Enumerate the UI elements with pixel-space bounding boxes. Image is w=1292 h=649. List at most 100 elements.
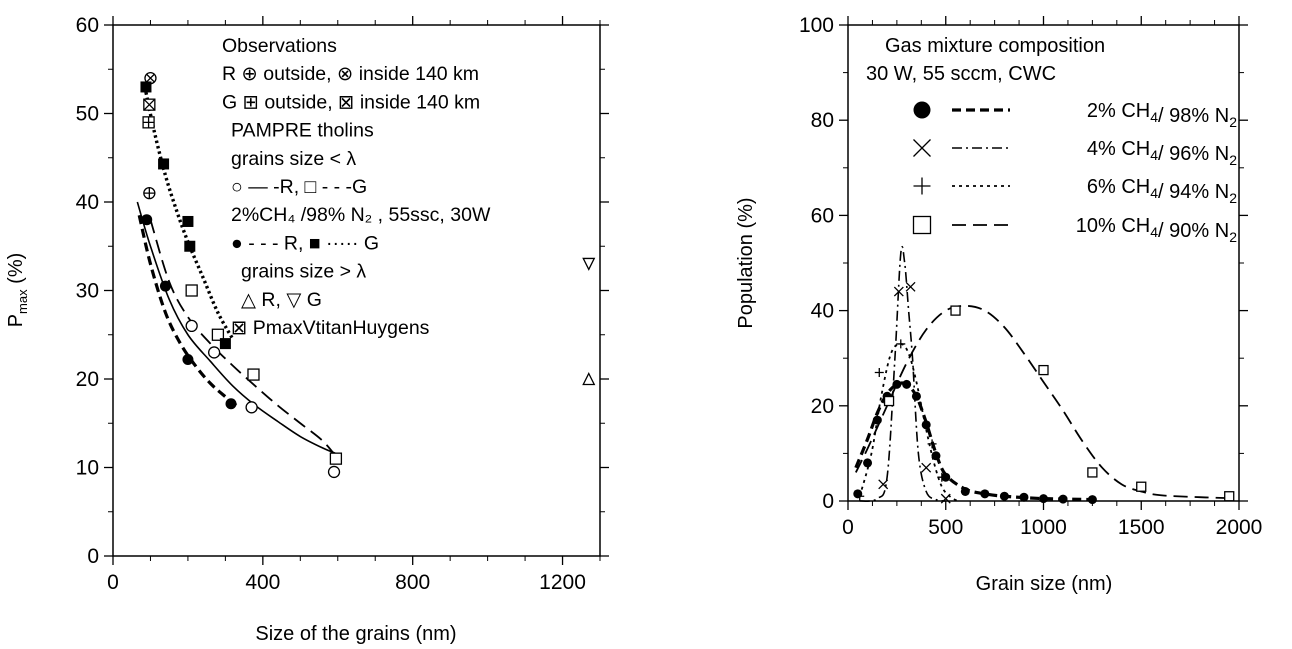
right-legend: Gas mixture composition 30 W, 55 sccm, CW… <box>866 35 1237 245</box>
legend-subscript: 2 <box>1229 229 1237 245</box>
right-data-point <box>940 493 951 504</box>
legend-subscript: 2 <box>1229 114 1237 130</box>
right-data-point <box>896 339 906 349</box>
left-y-axis-label-sub: max <box>15 289 30 314</box>
legend-formula: N <box>1215 105 1229 127</box>
legend-formula: CH <box>1121 176 1150 198</box>
right-data-point <box>1039 494 1048 504</box>
right-data-point <box>960 486 970 496</box>
right-legend-label: 10% CH4/ 90% N2 <box>1076 215 1237 245</box>
right-data-point <box>1136 481 1147 492</box>
right-y-tick-label: 40 <box>811 300 834 323</box>
legend-subscript: 4 <box>1150 185 1158 201</box>
left-data-point <box>182 354 194 366</box>
left-data-point <box>327 465 341 479</box>
right-legend-label: 4% CH4/ 96% N2 <box>1087 138 1237 168</box>
left-data-point <box>140 81 152 93</box>
right-x-tick-label: 1500 <box>1118 516 1165 539</box>
right-chart: 0 500 1000 1500 2000 0 20 40 60 80 100 Grain size … <box>735 14 1262 595</box>
right-curve <box>859 246 946 502</box>
right-curve <box>855 304 1230 500</box>
left-y-tick-label: 0 <box>87 545 99 568</box>
legend-formula: N <box>1215 181 1229 203</box>
legend-text: / 98% <box>1158 105 1215 127</box>
marker-cross <box>143 187 155 199</box>
left-data-point <box>184 240 196 252</box>
right-y-tick-label: 80 <box>811 109 834 132</box>
legend-formula: CH <box>1121 100 1150 122</box>
right-legend-label: 2% CH4/ 98% N2 <box>1087 100 1237 130</box>
left-x-axis-label: Size of the grains (nm) <box>255 623 456 645</box>
right-data-point <box>872 415 882 425</box>
right-y-tick-label: 60 <box>811 204 834 227</box>
legend-text: 4% <box>1087 138 1121 160</box>
legend-subscript: 4 <box>1150 224 1158 240</box>
right-legend-title: Gas mixture composition <box>885 35 1105 57</box>
left-y-axis-label: Pmax (%) <box>5 253 30 328</box>
left-chart: 0 400 800 1200 0 10 20 30 40 50 60 Size of the gra… <box>5 14 609 645</box>
left-legend-entry: PAMPRE tholins <box>231 120 374 142</box>
left-legend: Observations R ⊕ outside, ⊗ inside 140 km… <box>222 35 491 339</box>
left-legend-entry: ○ — -R, □ - - -G <box>231 176 367 198</box>
right-data-point <box>902 379 912 389</box>
right-data-point <box>950 305 961 316</box>
right-plot-frame <box>847 24 1240 502</box>
legend-text: 6% <box>1087 176 1121 198</box>
right-axis-ticks: 0 500 1000 1500 2000 0 20 40 60 80 100 <box>799 14 1262 539</box>
right-legend-label: 6% CH4/ 94% N2 <box>1087 176 1237 206</box>
right-x-tick-label: 1000 <box>1020 516 1067 539</box>
legend-subscript: 4 <box>1150 109 1158 125</box>
right-data-point <box>1087 467 1098 478</box>
left-y-axis-label-unit: (%) <box>5 253 27 290</box>
legend-formula: N <box>1215 220 1229 242</box>
marker-cross <box>143 116 155 128</box>
left-y-axis-label-main: P <box>5 314 27 327</box>
marker-cross <box>143 98 156 111</box>
legend-formula: N <box>1215 143 1229 165</box>
legend-subscript: 2 <box>1229 152 1237 168</box>
right-y-axis-label: Population (%) <box>735 197 757 328</box>
right-legend-marker <box>912 215 932 235</box>
left-x-tick-label: 400 <box>245 571 280 594</box>
legend-text: / 94% <box>1158 181 1215 203</box>
left-y-tick-label: 60 <box>76 14 99 37</box>
left-legend-entry: △ R, ▽ G <box>241 289 322 311</box>
right-data-point <box>921 420 931 430</box>
right-data-point <box>1019 492 1029 502</box>
left-data-point <box>143 98 156 111</box>
right-data-point <box>1058 494 1068 504</box>
marker-cross <box>146 73 155 83</box>
right-data-point <box>1038 364 1049 376</box>
right-data-point <box>927 439 937 449</box>
left-y-tick-label: 30 <box>76 280 99 303</box>
legend-text: / 96% <box>1158 143 1215 165</box>
right-y-tick-label: 0 <box>822 490 834 513</box>
right-data-point <box>980 489 990 499</box>
left-data-point <box>207 346 221 359</box>
left-y-tick-label: 20 <box>76 368 99 391</box>
left-data-point <box>143 186 156 200</box>
left-data-point <box>329 452 343 465</box>
left-data-point <box>185 319 198 333</box>
left-data-point <box>142 116 155 129</box>
left-data-point <box>182 215 194 227</box>
left-data-point <box>159 280 171 292</box>
left-legend-entry: 2%CH₄ /98% N₂ , 55ssc, 30W <box>231 204 491 226</box>
legend-formula: CH <box>1121 138 1150 160</box>
right-data-point <box>874 367 884 377</box>
right-data-point <box>921 462 932 473</box>
right-data-point <box>855 491 865 501</box>
legend-text: 10% <box>1076 215 1122 237</box>
left-data-point <box>245 401 258 414</box>
right-data-point <box>931 451 941 461</box>
left-x-tick-label: 1200 <box>539 571 586 594</box>
right-legend-subtitle: 30 W, 55 sccm, CWC <box>866 63 1056 85</box>
right-data-point <box>863 458 873 468</box>
left-data-point <box>247 368 260 381</box>
legend-text: / 90% <box>1158 220 1215 242</box>
left-data-point <box>141 214 153 226</box>
left-data-point <box>225 398 237 410</box>
left-data-points <box>140 71 596 479</box>
left-x-tick-label: 800 <box>395 571 430 594</box>
